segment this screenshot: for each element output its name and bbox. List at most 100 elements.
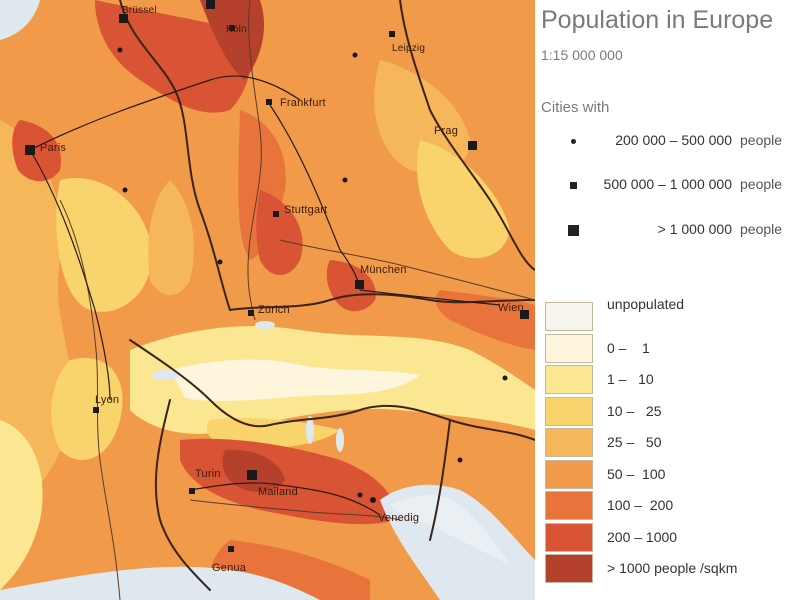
city-symbol-muenchen [355, 280, 364, 289]
city-class-row: 200 000 – 500 000 people [535, 132, 800, 152]
city-label-lyon: Lyon [95, 394, 120, 406]
map-scale: 1:15 000 000 [541, 47, 623, 63]
city-symbol-paris [25, 145, 35, 155]
city-dot-3 [217, 259, 223, 265]
city-small-square-symbol [570, 182, 577, 189]
vosges-region [148, 180, 194, 295]
ligurian-sea [0, 566, 320, 600]
density-swatch [545, 459, 593, 489]
city-label-zuerich: Zürich [258, 304, 290, 316]
border-alps-north [229, 293, 535, 311]
low-density-region-massif [51, 358, 123, 460]
density-swatch [545, 428, 593, 457]
city-label-koeln: Köln [226, 24, 247, 35]
city-large-square-symbol [568, 225, 579, 236]
lake-como [306, 416, 314, 444]
stuttgart-dense-region [256, 190, 303, 275]
density-swatch [545, 396, 593, 426]
alps-high-region [170, 359, 420, 402]
city-dot-5 [457, 457, 463, 463]
city-dot-2 [342, 177, 348, 183]
saxony-hills-region [374, 60, 470, 174]
city-class-unit: people [740, 221, 783, 237]
density-class-row: 100 – 200 [535, 491, 800, 521]
national-borders [119, 0, 535, 591]
city-dot-4 [502, 375, 508, 381]
density-class-row: 200 – 1000 [535, 522, 800, 553]
city-class-range: 200 000 – 500 000 [615, 132, 732, 148]
density-label: 50 – 100 [607, 465, 666, 482]
density-label: 1 – 10 [607, 371, 654, 387]
city-label-leipzig: Leipzig [392, 43, 426, 54]
city-label-genua: Genua [212, 562, 247, 574]
density-class-row: > 1000 people /sqkm [535, 554, 800, 584]
city-label-wien: Wien [498, 302, 524, 314]
density-swatch [545, 333, 593, 363]
route-paris-lyon [29, 149, 111, 401]
city-symbol-koeln-large [206, 0, 215, 9]
low-density-region-champagne [56, 178, 152, 312]
density-class-row: 25 – 50 [535, 428, 800, 458]
city-dot-8 [117, 47, 123, 53]
route-frankfurt-munich [269, 104, 361, 291]
city-label-venedig: Venedig [378, 512, 420, 524]
density-class-row: 1 – 10 [535, 365, 800, 395]
lake-garda [336, 428, 344, 452]
density-label: 0 – 1 [607, 339, 650, 356]
border-france-germany [119, 0, 231, 311]
city-label-turin: Turin [195, 468, 221, 480]
city-dot-symbol [571, 139, 576, 144]
city-symbol-koeln [229, 25, 235, 31]
river-rhine [247, 0, 262, 321]
density-swatch [545, 522, 593, 552]
river-danube [279, 239, 535, 301]
density-class-row: 50 – 100 [535, 459, 800, 490]
low-density-region-southwest [0, 420, 43, 590]
city-symbol-mailand [247, 470, 257, 480]
city-symbol-turin [189, 488, 195, 494]
legend-title: Population in Europe [541, 6, 774, 34]
city-symbol-venedig [370, 497, 376, 503]
cities-heading: Cities with [541, 99, 610, 116]
city-symbol-leipzig [389, 31, 395, 37]
city-label-muenchen: München [360, 264, 407, 276]
transport-lines [29, 75, 501, 516]
density-label: 25 – 50 [607, 434, 662, 450]
density-label: > 1000 people /sqkm [607, 560, 738, 576]
city-symbol-lyon [93, 407, 99, 413]
map-canvas [0, 0, 535, 600]
north-sea [0, 0, 40, 40]
lake-geneva [151, 370, 179, 380]
city-label-paris: Paris [40, 142, 67, 154]
density-label: 200 – 1000 [607, 528, 678, 545]
density-swatch [545, 491, 593, 520]
city-class-unit: people [740, 132, 783, 148]
ruhr-core-region [200, 0, 265, 80]
river-po [189, 499, 401, 521]
city-symbol-genua [228, 546, 234, 552]
city-symbol-stuttgart [273, 211, 279, 217]
border-germany-czech [399, 0, 535, 271]
density-swatch [545, 365, 593, 394]
city-label-prag: Prag [434, 125, 459, 137]
city-dot-6 [357, 492, 363, 498]
route-paris-cologne [29, 75, 301, 151]
city-dot-1 [352, 52, 358, 58]
density-label: 100 – 200 [607, 497, 674, 513]
city-class-range: 500 000 – 1 000 000 [603, 176, 732, 192]
map-legend: Population in Europe 1:15 000 000 Cities… [535, 0, 800, 600]
route-turin-venice [189, 482, 381, 516]
city-symbol-frankfurt [266, 99, 272, 105]
density-label: 10 – 25 [607, 402, 662, 419]
city-label-frankfurt: Frankfurt [280, 97, 326, 109]
rivers [59, 0, 535, 600]
city-symbol-zuerich [248, 310, 254, 316]
city-label-mailand: Mailand [258, 486, 298, 498]
route-munich-vienna [359, 289, 501, 306]
city-class-row: 500 000 – 1 000 000 people [535, 176, 800, 196]
gulf-of-venice [390, 494, 510, 565]
city-class-unit: people [740, 176, 783, 192]
city-symbol-prag [468, 141, 477, 150]
population-density-map: Brüssel Köln Leipzig Paris Frankfurt Pra… [0, 0, 535, 600]
